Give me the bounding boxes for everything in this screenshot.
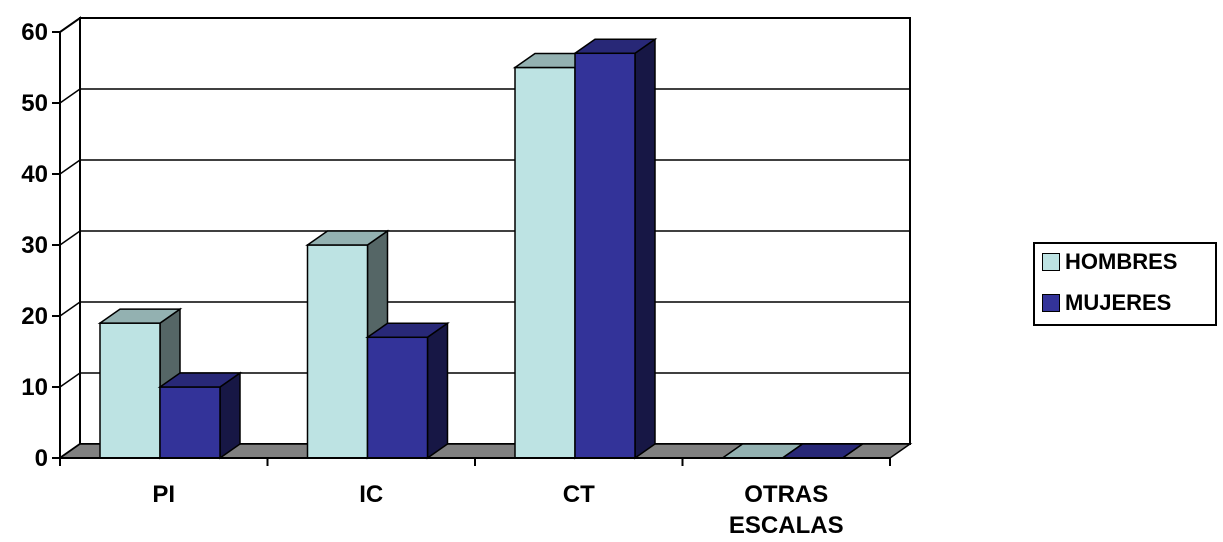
bar-hombres-ic-top xyxy=(305,230,390,246)
legend-swatch-mujeres xyxy=(1042,294,1060,312)
x-tick-label-otras-escalas: OTRAS ESCALAS xyxy=(729,481,844,539)
legend-label-mujeres: MUJERES xyxy=(1065,290,1172,315)
x-tick-label-pi: PI xyxy=(152,481,175,508)
bar-mujeres-ct xyxy=(572,37,658,460)
bar-mujeres-ct-front xyxy=(574,52,636,459)
legend-item-hombres: HOMBRES xyxy=(1042,250,1177,274)
y-tick-label: 0 xyxy=(35,445,48,472)
bars xyxy=(97,37,865,460)
bar-hombres-pi-top xyxy=(97,308,183,324)
legend-swatch-hombres xyxy=(1042,253,1060,271)
y-tick-label: 30 xyxy=(21,232,48,259)
bar-hombres-ic-front xyxy=(306,244,369,459)
bar-mujeres-pi-top xyxy=(157,372,243,388)
x-tick-label-ct: CT xyxy=(563,481,595,508)
bar-mujeres-ic-top xyxy=(365,322,450,339)
bar-mujeres-pi-front xyxy=(159,386,221,459)
bar-hombres-pi-front xyxy=(99,322,161,459)
y-tick-label: 60 xyxy=(21,19,48,46)
bar-mujeres-ic xyxy=(365,321,450,460)
bar-mujeres-ct-top xyxy=(572,38,658,55)
bar-mujeres-ic-side xyxy=(426,321,449,460)
x-tick-label-ic: IC xyxy=(359,481,383,508)
bar-mujeres-pi xyxy=(157,371,243,460)
gridline xyxy=(59,17,910,33)
legend: HOMBRES MUJERES xyxy=(1033,242,1217,326)
bar-mujeres-otras-escalas xyxy=(780,443,865,459)
y-tick-label: 20 xyxy=(21,303,48,330)
x-tick-labels: PI IC CT OTRAS ESCALAS xyxy=(152,481,843,539)
legend-item-mujeres: MUJERES xyxy=(1042,291,1171,315)
y-tick-labels: 0 10 20 30 40 50 60 xyxy=(21,19,48,472)
legend-label-hombres: HOMBRES xyxy=(1065,249,1178,274)
axes xyxy=(52,31,891,466)
bar-hombres-ct-front xyxy=(514,66,576,459)
y-tick-label: 40 xyxy=(21,161,48,188)
y-tick-label: 50 xyxy=(21,90,48,117)
y-tick-label: 10 xyxy=(21,374,48,401)
bar-mujeres-ct-side xyxy=(634,37,656,460)
bar-mujeres-ic-front xyxy=(366,336,429,459)
